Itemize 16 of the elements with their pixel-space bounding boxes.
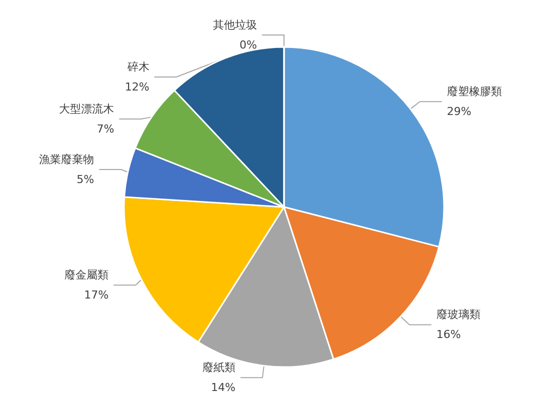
data-label: 5% <box>76 172 94 186</box>
slice-label: 漁業廢棄物 <box>39 152 94 166</box>
slice-label: 大型漂流木 <box>59 102 114 116</box>
slice-label: 廢紙類 <box>202 361 236 374</box>
data-label: 12% <box>124 80 150 94</box>
slice-label: 碎木 <box>126 60 150 74</box>
data-label: 7% <box>96 122 114 136</box>
slice-label: 廢金屬類 <box>64 268 109 282</box>
data-label: 16% <box>436 328 461 342</box>
text: 0% <box>240 38 257 52</box>
data-label: 14% <box>210 381 236 394</box>
slice-label: 廢玻璃類 <box>436 308 480 322</box>
category-label: 其他垃圾 <box>213 18 257 32</box>
data-label: 29% <box>446 105 472 118</box>
slice-label: 廢塑橡膠類 <box>446 85 502 98</box>
data-label: 17% <box>84 288 109 302</box>
